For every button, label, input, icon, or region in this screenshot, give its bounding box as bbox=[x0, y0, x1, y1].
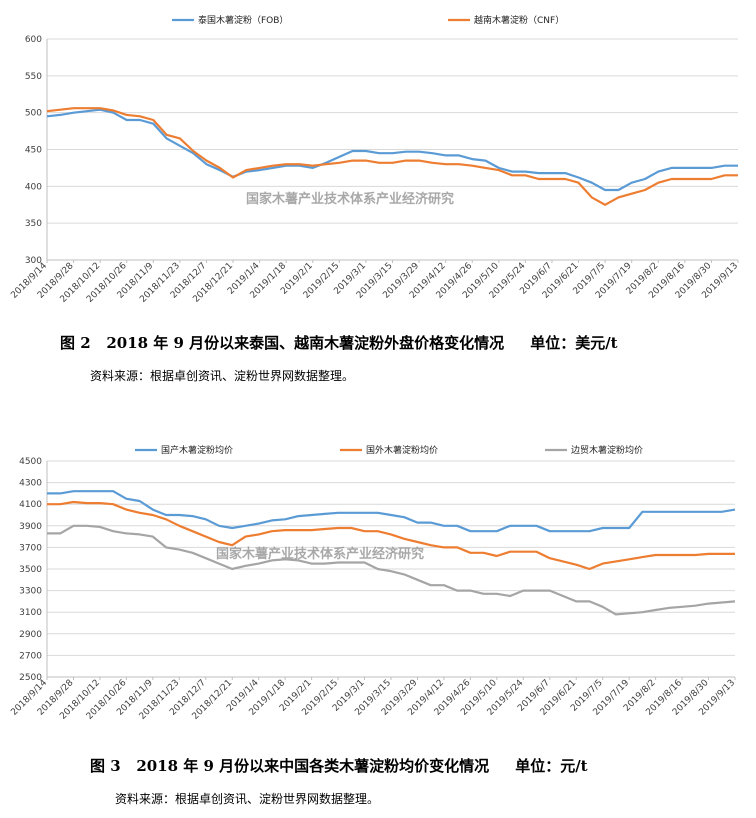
series-line-3 bbox=[47, 524, 736, 616]
figure-3-source: 资料来源：根据卓创资讯、淀粉世界网数据整理。 bbox=[115, 792, 380, 806]
thai-vietnam-price-chart: 3003504004505005506002018/9/142018/9/282… bbox=[9, 14, 740, 305]
figure-2-source: 资料来源：根据卓创资讯、淀粉世界网数据整理。 bbox=[90, 369, 355, 383]
watermark: 国家木薯产业技术体系产业经济研究 bbox=[246, 191, 454, 207]
y-tick-label: 300 bbox=[25, 256, 42, 266]
figure-3-caption: 图 3 2018 年 9 月份以来中国各类木薯淀粉均价变化情况 单位：元/t bbox=[90, 755, 588, 776]
figure-2-unit: 单位：美元/t bbox=[530, 334, 618, 352]
legend-entry: 越南木薯淀粉（CNF） bbox=[474, 14, 564, 26]
series-line-1 bbox=[47, 490, 736, 533]
y-tick-label: 4100 bbox=[19, 500, 42, 510]
legend-entry: 边贸木薯淀粉均价 bbox=[571, 444, 643, 456]
figure-2-title: 图 2 2018 年 9 月份以来泰国、越南木薯淀粉外盘价格变化情况 bbox=[60, 334, 505, 352]
y-tick-label: 4300 bbox=[19, 479, 42, 489]
y-tick-label: 3700 bbox=[19, 543, 42, 553]
y-tick-label: 2700 bbox=[19, 651, 42, 661]
y-tick-label: 400 bbox=[25, 182, 42, 192]
legend-entry: 国外木薯淀粉均价 bbox=[366, 444, 438, 456]
y-tick-label: 3300 bbox=[19, 587, 42, 597]
y-tick-label: 550 bbox=[25, 72, 42, 82]
y-tick-label: 3500 bbox=[19, 565, 42, 575]
figure-3-unit: 单位：元/t bbox=[515, 757, 588, 775]
y-tick-label: 450 bbox=[25, 146, 42, 156]
y-tick-label: 350 bbox=[25, 219, 42, 229]
y-tick-label: 3900 bbox=[19, 522, 42, 532]
watermark: 国家木薯产业技术体系产业经济研究 bbox=[216, 546, 424, 562]
series-line-1 bbox=[46, 108, 738, 192]
figure-2-caption: 图 2 2018 年 9 月份以来泰国、越南木薯淀粉外盘价格变化情况 单位：美元/… bbox=[60, 332, 618, 353]
legend-entry: 泰国木薯淀粉（FOB） bbox=[198, 14, 288, 26]
y-tick-label: 4500 bbox=[19, 457, 42, 467]
legend-entry: 国产木薯淀粉均价 bbox=[161, 444, 233, 456]
y-tick-label: 3100 bbox=[19, 608, 42, 618]
china-price-chart: 2500 2700 2900 3100 3300 3500 3700 3900 4100 4300… bbox=[9, 444, 737, 722]
y-tick-label: 2900 bbox=[19, 630, 42, 640]
y-tick-label: 500 bbox=[25, 109, 42, 119]
y-tick-label: 600 bbox=[25, 35, 42, 45]
y-tick-label: 2500 bbox=[19, 673, 42, 683]
figure-3-title: 图 3 2018 年 9 月份以来中国各类木薯淀粉均价变化情况 bbox=[90, 757, 490, 775]
series-line-2 bbox=[46, 107, 738, 206]
series-line-2 bbox=[47, 500, 735, 571]
